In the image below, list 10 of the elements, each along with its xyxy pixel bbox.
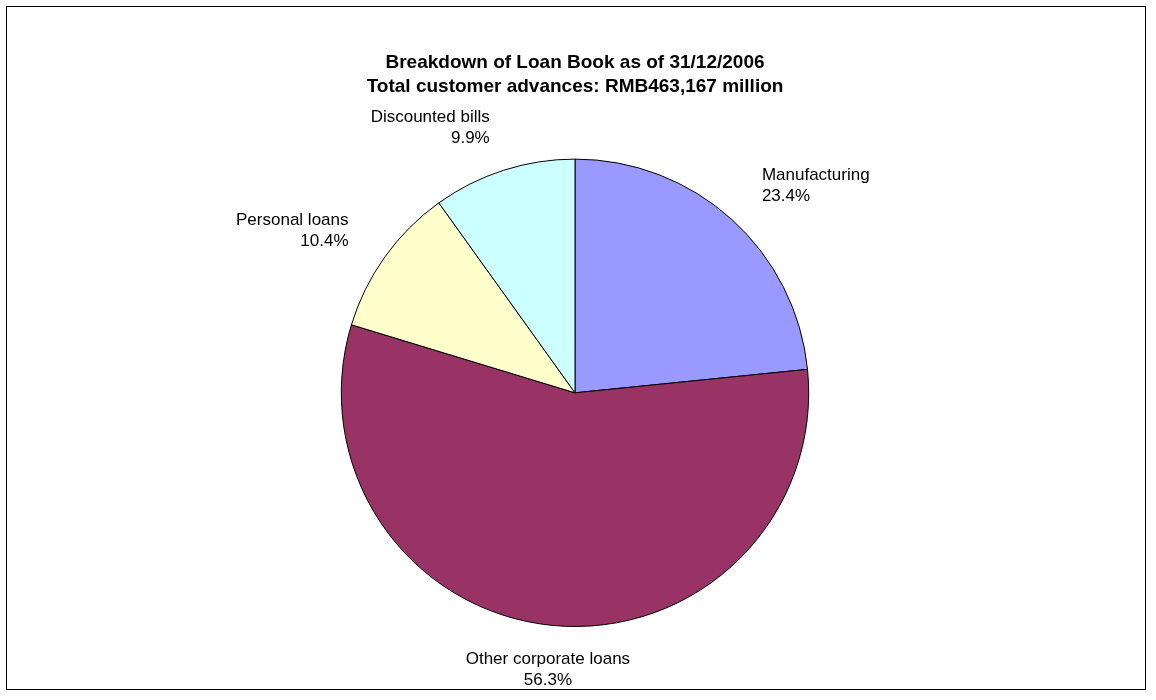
data-label: 23.4% — [761, 186, 811, 206]
data-label: 9.9% — [450, 127, 490, 147]
chart-subtitle: Total customer advances: RMB463,167 million — [366, 75, 784, 97]
data-label: 10.4% — [300, 230, 349, 250]
slice-label: Other corporate loans — [465, 649, 631, 669]
chart-title: Breakdown of Loan Book as of 31/12/2006 — [385, 50, 765, 72]
slice-label: Discounted bills — [370, 106, 490, 126]
data-label: 56.3% — [523, 670, 572, 690]
slice-label: Manufacturing — [761, 165, 870, 185]
slice-label: Personal loans — [236, 209, 349, 229]
